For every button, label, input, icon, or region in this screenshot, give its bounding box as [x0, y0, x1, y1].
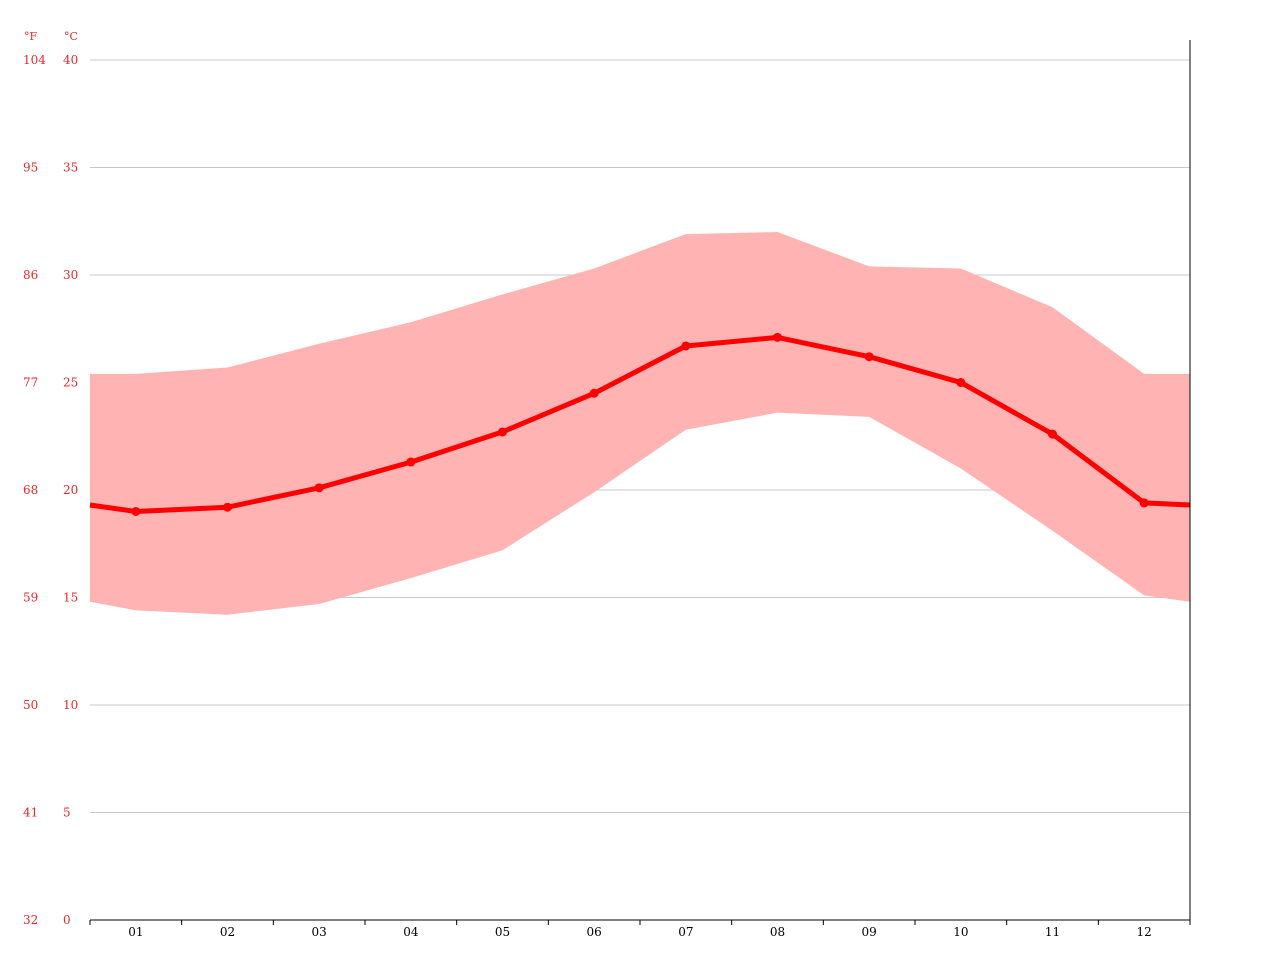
month-tick-label: 07 — [678, 925, 693, 939]
month-tick-label: 12 — [1137, 925, 1152, 939]
average-temperature-points — [131, 332, 1149, 516]
fahrenheit-tick-label: 41 — [23, 806, 38, 820]
celsius-tick-label: 15 — [63, 591, 78, 605]
month-tick-label: 04 — [403, 925, 419, 939]
y-axis-labels: 0 32 5 41 10 50 15 59 20 68 25 77 30 86 35 95 40 104 — [23, 53, 78, 927]
month-tick-label: 08 — [770, 925, 785, 939]
average-temperature-point — [956, 378, 966, 387]
average-temperature-point — [498, 427, 507, 437]
fahrenheit-tick-label: 50 — [23, 698, 38, 712]
celsius-tick-label: 35 — [63, 161, 78, 175]
temperature-range-band — [90, 232, 1190, 615]
fahrenheit-tick-label: 68 — [23, 483, 38, 497]
x-axis-ticks: 01 02 03 04 05 06 07 08 09 10 11 12 — [89, 920, 1191, 939]
average-temperature-line — [89, 334, 1191, 514]
fahrenheit-tick-label: 32 — [23, 913, 38, 927]
celsius-tick-label: 25 — [63, 376, 78, 390]
average-temperature-point — [589, 388, 599, 398]
fahrenheit-tick-label: 86 — [23, 268, 38, 282]
average-temperature-point — [864, 352, 874, 362]
fahrenheit-unit-label: °F — [24, 30, 38, 43]
celsius-unit-label: °C — [64, 30, 78, 43]
average-temperature-point — [1139, 498, 1149, 508]
celsius-tick-label: 20 — [63, 483, 78, 497]
average-temperature-point — [681, 341, 691, 351]
celsius-tick-label: 10 — [63, 698, 78, 712]
fahrenheit-tick-label: 95 — [23, 161, 38, 175]
month-tick-label: 02 — [220, 925, 235, 939]
average-temperature-point — [314, 483, 324, 493]
average-temperature-point — [773, 332, 782, 342]
average-temperature-point — [223, 502, 232, 512]
celsius-tick-label: 30 — [63, 268, 78, 282]
month-tick-label: 10 — [953, 925, 968, 939]
month-tick-label: 09 — [862, 925, 877, 939]
month-tick-label: 05 — [495, 925, 510, 939]
average-temperature-point — [131, 507, 141, 516]
fahrenheit-tick-label: 77 — [23, 376, 38, 390]
month-tick-label: 06 — [587, 925, 602, 939]
month-tick-label: 11 — [1045, 925, 1060, 939]
celsius-tick-label: 40 — [63, 53, 78, 67]
celsius-tick-label: 5 — [63, 806, 71, 820]
average-temperature-point — [406, 457, 416, 467]
celsius-tick-label: 0 — [63, 913, 71, 927]
fahrenheit-tick-label: 59 — [23, 591, 38, 605]
fahrenheit-tick-label: 104 — [23, 53, 46, 67]
month-tick-label: 03 — [312, 925, 327, 939]
month-tick-label: 01 — [128, 925, 143, 939]
average-temperature-point — [1048, 429, 1057, 439]
